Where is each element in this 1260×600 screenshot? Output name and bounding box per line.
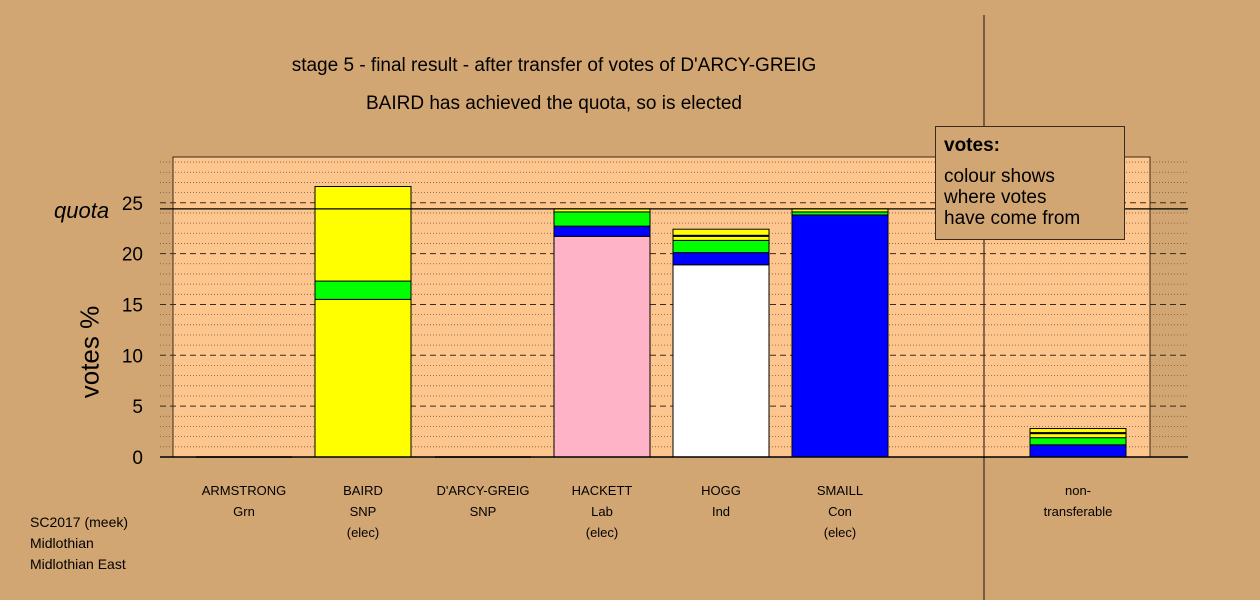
bar-segment: [314, 280, 412, 300]
candidate-label: HACKETT Lab (elec): [537, 480, 667, 543]
legend-box: votes: colour shows where votes have com…: [935, 126, 1125, 240]
candidate-name: non-: [1064, 483, 1092, 498]
candidate-party: Lab: [591, 504, 613, 519]
footer-ward: Midlothian East: [30, 556, 126, 572]
footer-election: SC2017 (meek): [30, 514, 129, 530]
candidate-status: (elec): [823, 525, 857, 540]
candidate-label: BAIRD SNP (elec): [298, 480, 428, 543]
candidate-party: Ind: [711, 504, 731, 519]
legend-line: colour shows: [944, 166, 1055, 187]
candidate-party: Con: [828, 504, 852, 519]
bar-segment: [672, 228, 770, 236]
candidate-label: non-transferable: [1013, 480, 1143, 522]
y-tick-label: 5: [132, 397, 143, 418]
candidate-name: HACKETT: [571, 483, 633, 498]
bar-segment: [672, 235, 770, 241]
candidate-label: ARMSTRONG Grn: [179, 480, 309, 522]
candidate-status: (elec): [346, 525, 380, 540]
candidate-name: HOGG: [701, 483, 741, 498]
bar-segment: [1029, 433, 1127, 439]
candidate-name: ARMSTRONG: [201, 483, 287, 498]
candidate-name: SMAILL: [816, 483, 864, 498]
chart-subtitle: BAIRD has achieved the quota, so is elec…: [365, 93, 743, 114]
bar-segment: [1029, 437, 1127, 446]
bar-segment: [672, 252, 770, 266]
y-tick-label: 10: [122, 346, 143, 367]
y-tick-label: 0: [132, 448, 143, 469]
bar-segment: [1029, 428, 1127, 434]
bar-segment: [672, 264, 770, 458]
candidate-party: transferable: [1043, 504, 1113, 519]
legend-line: have come from: [944, 208, 1081, 229]
bar-segment: [553, 225, 651, 237]
bar-segment: [314, 298, 412, 458]
y-tick-label: 15: [122, 295, 143, 316]
candidate-label: HOGG Ind: [656, 480, 786, 522]
bar-segment: [791, 214, 889, 458]
bar-segment: [672, 239, 770, 254]
candidate-name: D'ARCY-GREIG: [436, 483, 530, 498]
bar-segment: [553, 235, 651, 458]
legend-title: votes:: [944, 135, 1000, 156]
bar-segment: [314, 185, 412, 282]
candidate-party: SNP: [349, 504, 377, 519]
candidate-status: (elec): [585, 525, 619, 540]
candidate-party: Grn: [233, 504, 255, 519]
footer-council: Midlothian: [30, 535, 94, 551]
quota-label: quota: [54, 198, 110, 223]
candidate-party: SNP: [469, 504, 497, 519]
candidate-name: BAIRD: [343, 483, 383, 498]
bar-segment: [553, 211, 651, 227]
y-tick-label: 25: [122, 194, 143, 215]
y-tick-label: 20: [122, 245, 143, 266]
candidate-label: D'ARCY-GREIG SNP: [418, 480, 548, 522]
chart-title: stage 5 - final result - after transfer …: [291, 55, 817, 76]
bar-segment: [1029, 444, 1127, 458]
y-axis-label: votes %: [74, 305, 105, 399]
candidate-label: SMAILL Con (elec): [775, 480, 905, 543]
legend-line: where votes: [944, 187, 1047, 208]
